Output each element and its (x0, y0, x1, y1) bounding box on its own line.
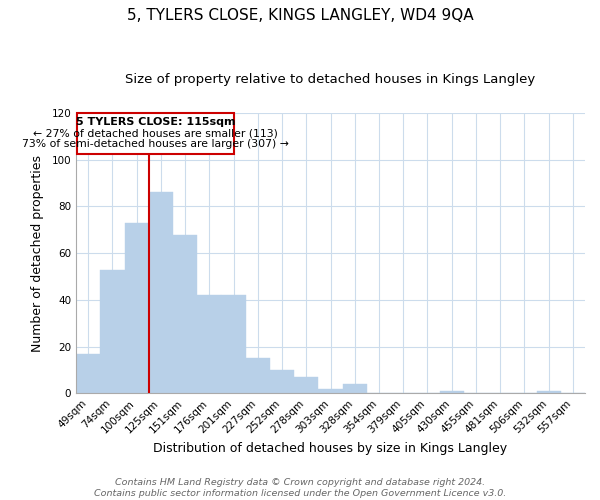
Bar (440, 391, 464, 394)
Title: Size of property relative to detached houses in Kings Langley: Size of property relative to detached ho… (125, 72, 536, 86)
Bar (76, 354, 100, 394)
Text: 73% of semi-detached houses are larger (307) →: 73% of semi-detached houses are larger (… (22, 138, 289, 148)
Bar (173, 234, 197, 394)
Text: Contains HM Land Registry data © Crown copyright and database right 2024.
Contai: Contains HM Land Registry data © Crown c… (94, 478, 506, 498)
Bar (294, 377, 319, 394)
Bar (270, 370, 294, 394)
Bar (197, 295, 221, 394)
Bar (245, 358, 270, 394)
Text: 5 TYLERS CLOSE: 115sqm: 5 TYLERS CLOSE: 115sqm (76, 116, 235, 126)
Text: 5, TYLERS CLOSE, KINGS LANGLEY, WD4 9QA: 5, TYLERS CLOSE, KINGS LANGLEY, WD4 9QA (127, 8, 473, 22)
Bar (319, 388, 343, 394)
Bar (536, 391, 561, 394)
FancyBboxPatch shape (77, 113, 234, 154)
Bar (221, 295, 245, 394)
Bar (100, 270, 125, 394)
Y-axis label: Number of detached properties: Number of detached properties (31, 154, 44, 352)
Text: ← 27% of detached houses are smaller (113): ← 27% of detached houses are smaller (11… (33, 128, 278, 138)
Bar (149, 192, 173, 394)
Bar (343, 384, 367, 394)
Bar (125, 223, 149, 394)
X-axis label: Distribution of detached houses by size in Kings Langley: Distribution of detached houses by size … (154, 442, 508, 455)
